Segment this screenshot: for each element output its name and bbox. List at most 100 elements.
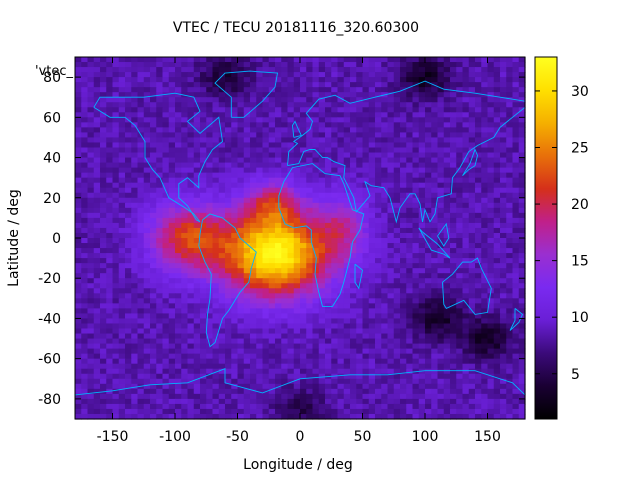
heatmap-cell xyxy=(100,333,107,340)
heatmap-cell xyxy=(481,328,489,335)
heatmap-cell xyxy=(87,323,95,330)
heatmap-cell xyxy=(337,102,345,108)
heatmap-cell xyxy=(493,398,501,405)
heatmap-cell xyxy=(462,373,470,380)
heatmap-cell xyxy=(306,303,314,309)
heatmap-cell xyxy=(237,328,245,335)
heatmap-cell xyxy=(125,102,132,108)
heatmap-cell xyxy=(406,328,414,335)
heatmap-cell xyxy=(462,288,470,294)
heatmap-cell xyxy=(512,152,520,159)
heatmap-cell xyxy=(150,393,157,400)
heatmap-cell xyxy=(500,162,507,169)
heatmap-cell xyxy=(393,132,401,139)
heatmap-cell xyxy=(418,162,426,169)
heatmap-cell xyxy=(393,232,401,239)
heatmap-cell xyxy=(368,172,376,179)
heatmap-cell xyxy=(225,197,232,204)
heatmap-cell xyxy=(256,77,264,83)
heatmap-cell xyxy=(418,273,426,279)
heatmap-cell xyxy=(231,137,239,144)
heatmap-cell xyxy=(281,318,289,325)
heatmap-cell xyxy=(293,152,301,159)
heatmap-cell xyxy=(306,318,314,325)
heatmap-cell xyxy=(318,187,326,194)
heatmap-cell xyxy=(318,117,326,123)
heatmap-cell xyxy=(456,308,464,315)
heatmap-cell xyxy=(206,127,214,134)
heatmap-cell xyxy=(487,147,495,154)
heatmap-cell xyxy=(156,273,164,279)
heatmap-cell xyxy=(368,107,376,113)
heatmap-cell xyxy=(218,358,226,365)
heatmap-cell xyxy=(487,388,495,395)
heatmap-cell xyxy=(431,197,439,204)
heatmap-cell xyxy=(256,62,264,68)
heatmap-cell xyxy=(212,97,220,103)
heatmap-cell xyxy=(143,398,151,405)
heatmap-cell xyxy=(287,142,295,149)
heatmap-cell xyxy=(500,303,507,309)
heatmap-cell xyxy=(512,92,520,98)
heatmap-cell xyxy=(75,122,82,128)
heatmap-cell xyxy=(318,172,326,179)
heatmap-cell xyxy=(381,393,389,400)
heatmap-cell xyxy=(268,393,276,400)
heatmap-cell xyxy=(268,152,276,159)
heatmap-cell xyxy=(262,142,270,149)
heatmap-cell xyxy=(462,137,470,144)
heatmap-cell xyxy=(362,303,370,309)
heatmap-cell xyxy=(362,348,370,355)
heatmap-cell xyxy=(362,373,370,380)
heatmap-cell xyxy=(256,268,264,274)
heatmap-cell xyxy=(375,207,382,214)
heatmap-cell xyxy=(343,253,351,259)
heatmap-cell xyxy=(381,328,389,335)
heatmap-cell xyxy=(331,177,339,184)
heatmap-cell xyxy=(100,283,107,289)
heatmap-cell xyxy=(156,217,164,224)
heatmap-cell xyxy=(118,72,126,78)
heatmap-cell xyxy=(181,192,189,199)
heatmap-cell xyxy=(187,388,195,395)
heatmap-cell xyxy=(300,207,307,214)
heatmap-cell xyxy=(481,162,489,169)
heatmap-cell xyxy=(181,152,189,159)
heatmap-cell xyxy=(143,368,151,375)
heatmap-cell xyxy=(93,383,101,390)
heatmap-cell xyxy=(87,157,95,164)
heatmap-cell xyxy=(293,137,301,144)
heatmap-cell xyxy=(168,303,176,309)
heatmap-cell xyxy=(356,393,364,400)
heatmap-cell xyxy=(200,278,207,284)
heatmap-cell xyxy=(362,328,370,335)
heatmap-cell xyxy=(93,87,101,93)
heatmap-cell xyxy=(462,187,470,194)
heatmap-cell xyxy=(356,313,364,320)
heatmap-cell xyxy=(206,243,214,249)
heatmap-cell xyxy=(237,253,245,259)
heatmap-cell xyxy=(287,172,295,179)
heatmap-cell xyxy=(131,358,139,365)
heatmap-cell xyxy=(506,202,514,209)
heatmap-cell xyxy=(150,122,157,128)
heatmap-cell xyxy=(293,112,301,118)
heatmap-cell xyxy=(237,333,245,340)
heatmap-cell xyxy=(225,77,232,83)
heatmap-cell xyxy=(262,152,270,159)
heatmap-cell xyxy=(150,378,157,385)
heatmap-cell xyxy=(150,313,157,320)
heatmap-cell xyxy=(162,238,170,244)
heatmap-cell xyxy=(156,157,164,164)
heatmap-cell xyxy=(293,197,301,204)
heatmap-cell xyxy=(343,393,351,400)
heatmap-cell xyxy=(400,117,407,123)
heatmap-cell xyxy=(93,363,101,370)
heatmap-cell xyxy=(187,232,195,239)
heatmap-cell xyxy=(500,102,507,108)
heatmap-cell xyxy=(243,373,251,380)
heatmap-cell xyxy=(143,303,151,309)
heatmap-cell xyxy=(125,248,132,254)
heatmap-cell xyxy=(356,278,364,284)
heatmap-cell xyxy=(512,308,520,315)
